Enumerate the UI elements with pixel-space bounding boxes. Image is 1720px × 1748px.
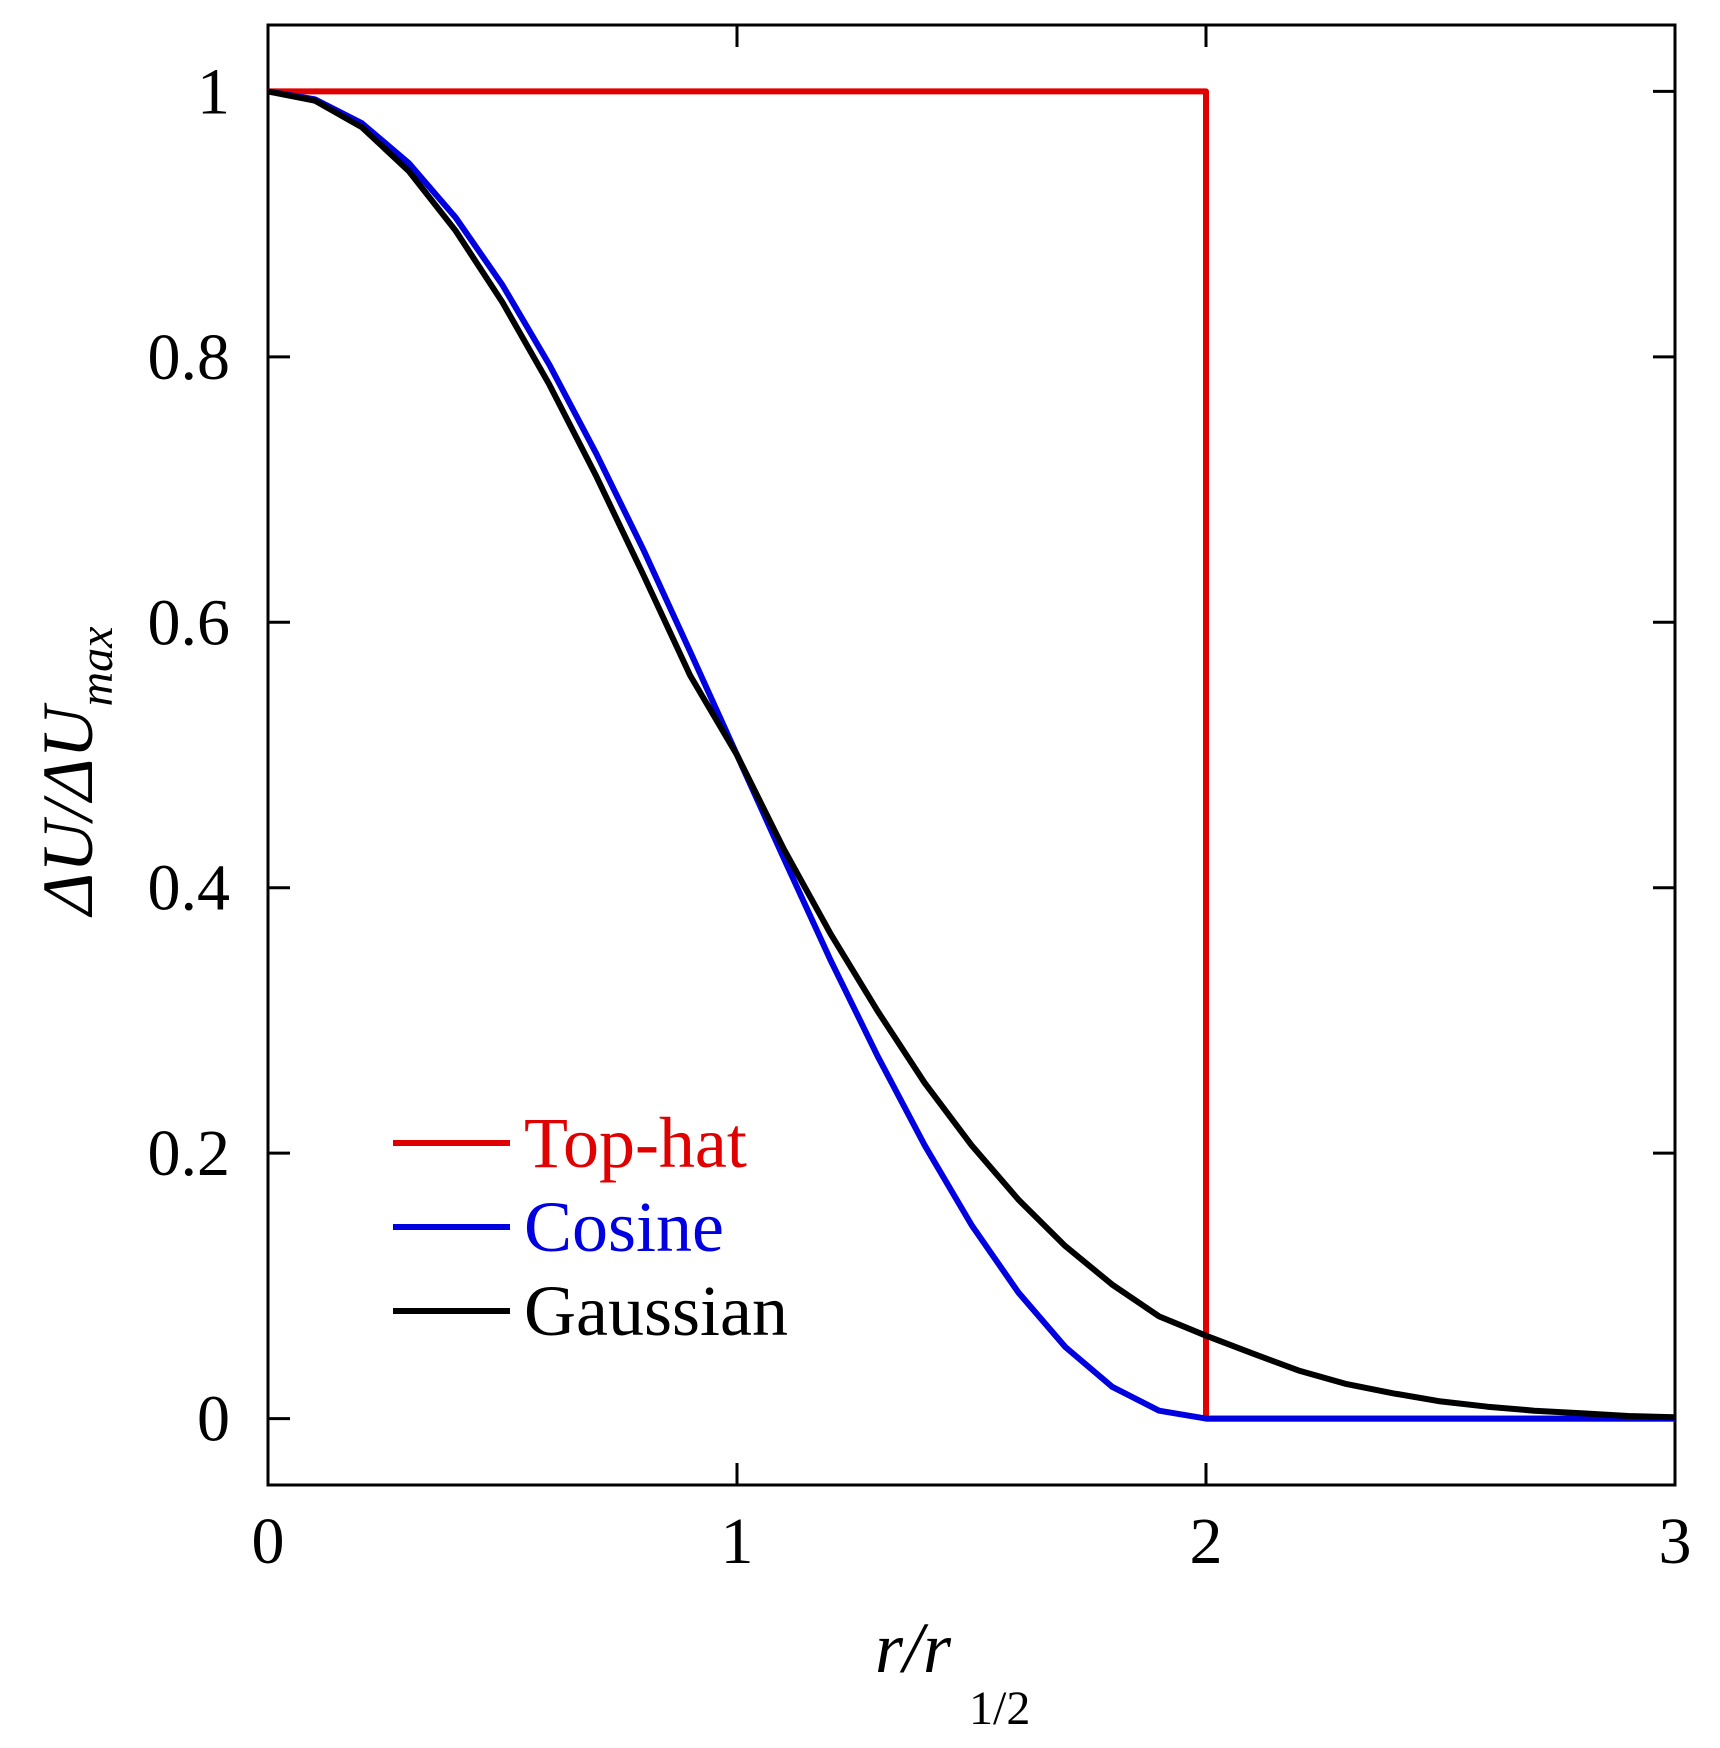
x-axis-label: r/r1/2 — [875, 1608, 1030, 1735]
legend-label-cosine: Cosine — [524, 1187, 724, 1267]
legend-label-gaussian: Gaussian — [524, 1271, 788, 1351]
y-tick-label: 0.4 — [148, 852, 231, 925]
y-axis-label: ΔU/ΔUmax — [28, 627, 123, 918]
x-tick-label: 0 — [252, 1505, 285, 1578]
y-tick-label: 1 — [197, 55, 230, 128]
x-tick-label: 3 — [1659, 1505, 1692, 1578]
y-tick-label: 0.2 — [148, 1117, 231, 1190]
y-tick-label: 0.8 — [148, 321, 231, 394]
series-line-cosine — [267, 88, 1675, 1422]
plot-frame — [266, 23, 1677, 1487]
legend-label-top-hat: Top-hat — [524, 1103, 747, 1183]
y-tick-label: 0.6 — [148, 586, 231, 659]
series-line-gaussian — [267, 88, 1676, 1421]
y-tick-label: 0 — [197, 1383, 230, 1456]
x-tick-label: 1 — [721, 1505, 754, 1578]
x-tick-label: 2 — [1190, 1505, 1223, 1578]
